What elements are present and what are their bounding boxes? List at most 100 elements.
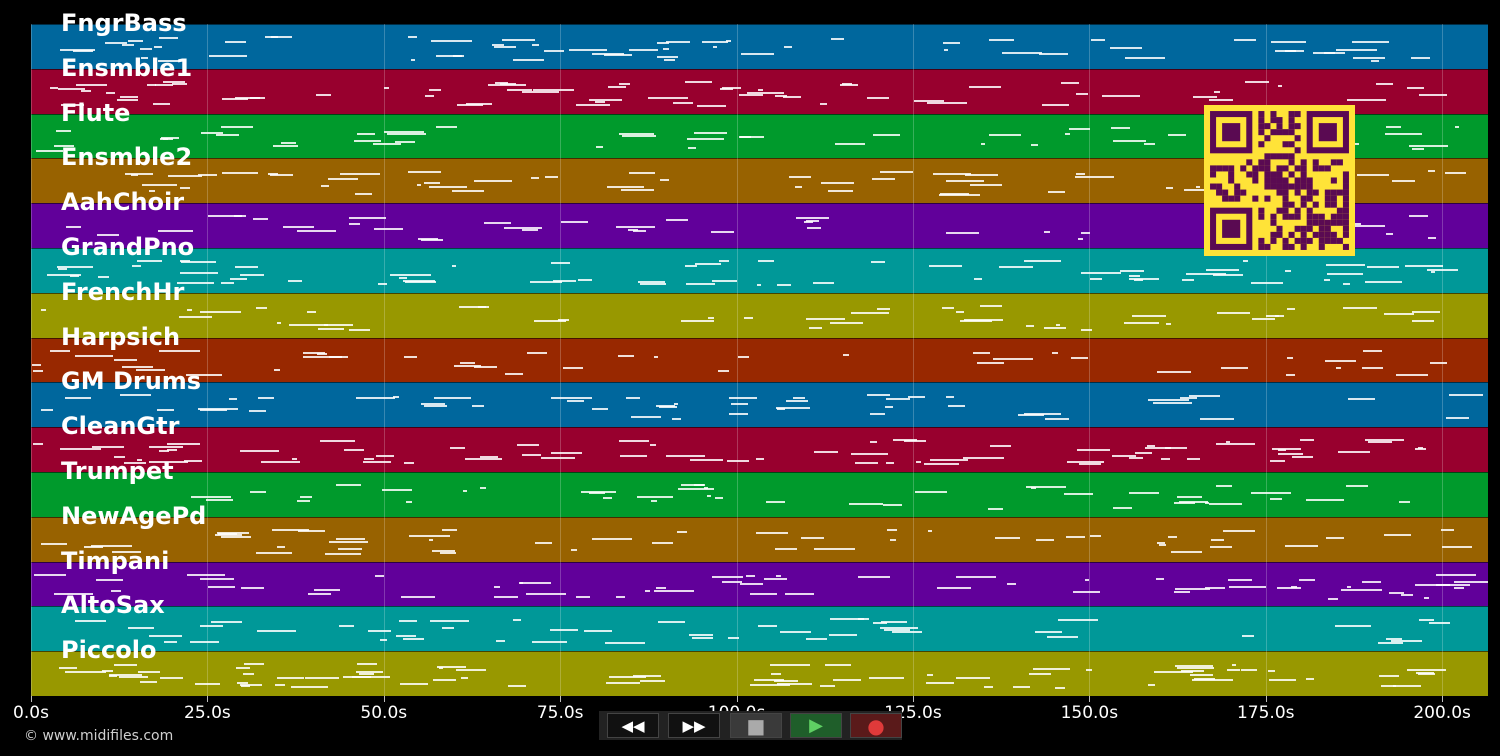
note [943, 42, 960, 44]
note [291, 686, 328, 689]
note [928, 529, 932, 532]
note [502, 39, 535, 41]
note [1111, 126, 1130, 129]
note [550, 629, 578, 632]
note [666, 455, 705, 458]
stop-button[interactable]: ■ [730, 713, 782, 738]
note [1270, 498, 1282, 500]
track-lane [31, 382, 1488, 428]
note [1166, 187, 1173, 190]
note [1368, 441, 1392, 444]
tick-mark [1089, 696, 1091, 702]
note [349, 217, 386, 220]
note [198, 174, 217, 177]
tick-mark [736, 696, 738, 702]
note [1419, 93, 1447, 96]
note [666, 41, 690, 43]
note [200, 310, 241, 313]
play-button[interactable]: ▶ [790, 713, 842, 738]
note [804, 221, 813, 224]
note [738, 355, 749, 358]
note [1292, 456, 1313, 459]
note [66, 226, 81, 229]
note [589, 492, 605, 494]
note [41, 409, 53, 412]
note [758, 88, 763, 91]
note [456, 669, 486, 672]
note [740, 582, 763, 585]
note [405, 281, 436, 283]
note [349, 223, 360, 226]
note [1343, 283, 1350, 285]
note [1353, 57, 1385, 59]
note [111, 589, 121, 592]
note [1081, 328, 1092, 331]
note [1277, 586, 1301, 589]
note [551, 452, 582, 455]
note [324, 323, 353, 326]
note [595, 100, 605, 103]
note [855, 462, 878, 465]
note [1401, 593, 1413, 596]
grid-line [383, 24, 385, 696]
note [873, 133, 900, 136]
note [33, 443, 43, 446]
note [1045, 418, 1069, 421]
note [1144, 142, 1155, 145]
tick-mark [207, 696, 209, 702]
note [801, 536, 824, 539]
note [384, 130, 424, 133]
note [522, 454, 541, 457]
note [208, 585, 235, 588]
note [393, 396, 399, 399]
note [756, 458, 764, 461]
note [1278, 84, 1282, 87]
note [981, 142, 985, 145]
note [149, 461, 188, 464]
note [561, 221, 588, 224]
note [929, 265, 962, 267]
note [690, 459, 723, 462]
note [831, 38, 844, 40]
note [142, 184, 177, 187]
note [645, 589, 650, 592]
note [946, 232, 979, 235]
note [775, 547, 797, 550]
note [1430, 361, 1447, 364]
note [496, 640, 505, 643]
note [1379, 675, 1399, 678]
note [1325, 359, 1356, 362]
note [50, 86, 58, 89]
tick-mark [560, 696, 562, 702]
note [320, 440, 355, 443]
note [786, 400, 808, 403]
note [221, 535, 251, 538]
note [777, 408, 785, 411]
note [159, 37, 178, 39]
note [592, 537, 632, 540]
record-button[interactable]: ● [850, 713, 902, 738]
note [942, 306, 954, 309]
tick-label: 150.0s [1060, 703, 1119, 723]
note [1110, 47, 1142, 49]
note [553, 280, 576, 282]
note [551, 397, 592, 400]
note [1182, 279, 1194, 281]
note [122, 44, 134, 46]
note [186, 373, 222, 376]
track-name: GrandPno [61, 233, 195, 261]
note [533, 88, 574, 91]
note [596, 145, 603, 148]
note [672, 418, 681, 421]
note [607, 186, 644, 189]
note [729, 397, 757, 400]
rewind-button[interactable]: ◀◀ [607, 713, 659, 738]
note [688, 146, 696, 149]
note [869, 677, 904, 680]
fast-forward-button[interactable]: ▶▶ [668, 713, 720, 738]
note [1081, 272, 1121, 274]
note [65, 397, 91, 400]
note [1445, 172, 1466, 175]
rewind-icon: ◀◀ [621, 716, 645, 735]
note [442, 528, 457, 531]
